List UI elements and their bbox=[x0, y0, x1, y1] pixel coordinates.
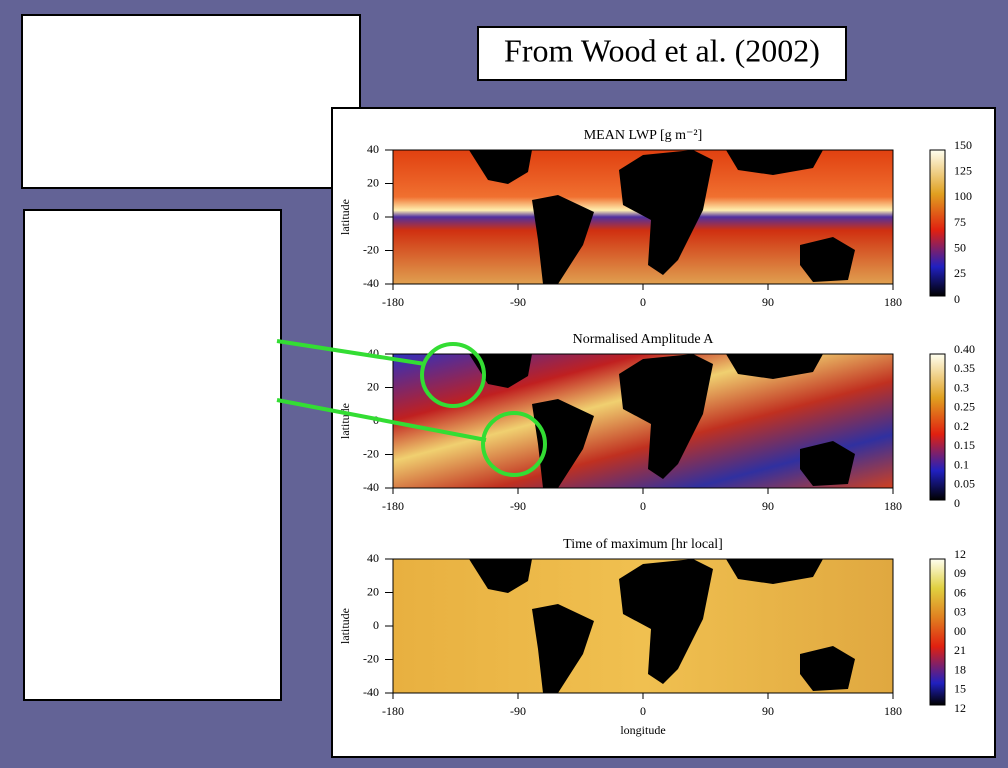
x-tick-label: -180 bbox=[382, 295, 404, 309]
colorbar bbox=[929, 353, 946, 501]
colorbar bbox=[929, 149, 946, 297]
colorbar-label: 0.40 bbox=[954, 342, 975, 356]
x-tick-label: 180 bbox=[884, 295, 902, 309]
x-tick-label: -90 bbox=[510, 704, 526, 718]
colorbar-label: 09 bbox=[954, 566, 966, 580]
x-tick-label: 180 bbox=[884, 704, 902, 718]
y-tick-label: 0 bbox=[373, 209, 379, 223]
colorbar-label: 75 bbox=[954, 215, 966, 229]
map-panel: Time of maximum [hr local] latitude 40 20 0 -… bbox=[338, 537, 966, 718]
y-tick-label: -40 bbox=[363, 480, 379, 494]
colorbar-label: 15 bbox=[954, 682, 966, 696]
highlights bbox=[276, 339, 547, 477]
y-tick-label: 40 bbox=[367, 142, 379, 156]
y-tick-label: -40 bbox=[363, 685, 379, 699]
text-box bbox=[21, 14, 361, 189]
colorbar bbox=[929, 558, 946, 706]
colorbar-label: 0.15 bbox=[954, 438, 975, 452]
x-axis-label: longitude bbox=[620, 723, 665, 737]
pointer-line bbox=[276, 398, 487, 442]
colorbar-label: 03 bbox=[954, 605, 966, 619]
pointer-line bbox=[276, 339, 426, 366]
colorbar-label: 0.25 bbox=[954, 400, 975, 414]
colorbar-label: 0.3 bbox=[954, 380, 969, 394]
x-tick-label: 90 bbox=[762, 295, 774, 309]
x-tick-label: 0 bbox=[640, 704, 646, 718]
y-axis-label: latitude bbox=[338, 199, 352, 235]
x-tick-label: -90 bbox=[510, 295, 526, 309]
colorbar-label: 06 bbox=[954, 585, 966, 599]
y-tick-label: 0 bbox=[373, 618, 379, 632]
text-box bbox=[23, 209, 282, 701]
y-tick-label: -20 bbox=[363, 446, 379, 460]
panel-title: MEAN LWP [g m⁻²] bbox=[584, 128, 703, 143]
map-panel: MEAN LWP [g m⁻²] latitude 40 20 0 -20 -40-180 -… bbox=[338, 128, 972, 309]
colorbar-label: 100 bbox=[954, 189, 972, 203]
citation: From Wood et al. (2002) bbox=[504, 32, 820, 68]
y-tick-label: 20 bbox=[367, 379, 379, 393]
y-tick-label: -40 bbox=[363, 276, 379, 290]
highlight-circle bbox=[420, 342, 486, 408]
colorbar-label: 0.05 bbox=[954, 477, 975, 491]
colorbar-label: 0.35 bbox=[954, 361, 975, 375]
x-tick-label: 90 bbox=[762, 704, 774, 718]
colorbar-label: 0.2 bbox=[954, 419, 969, 433]
y-tick-label: 20 bbox=[367, 584, 379, 598]
colorbar-label: 21 bbox=[954, 643, 966, 657]
colorbar-label: 12 bbox=[954, 547, 966, 561]
y-tick-label: -20 bbox=[363, 242, 379, 256]
colorbar-label: 150 bbox=[954, 138, 972, 152]
colorbar-label: 18 bbox=[954, 662, 966, 676]
y-tick-label: -20 bbox=[363, 651, 379, 665]
x-tick-label: 0 bbox=[640, 499, 646, 513]
x-tick-label: 180 bbox=[884, 499, 902, 513]
colorbar-label: 0.1 bbox=[954, 457, 969, 471]
y-tick-label: 20 bbox=[367, 175, 379, 189]
panels: MEAN LWP [g m⁻²]latitude40200-20-40-180-… bbox=[338, 128, 975, 718]
y-axis-label: latitude bbox=[338, 608, 352, 644]
panel-title: Normalised Amplitude A bbox=[573, 332, 715, 347]
colorbar-label: 00 bbox=[954, 624, 966, 638]
colorbar-label: 0 bbox=[954, 292, 960, 306]
colorbar-label: 12 bbox=[954, 701, 966, 715]
x-tick-label: -90 bbox=[510, 499, 526, 513]
y-axis-label: latitude bbox=[338, 403, 352, 439]
x-tick-label: -180 bbox=[382, 704, 404, 718]
colorbar-label: 0 bbox=[954, 496, 960, 510]
highlight-circle bbox=[481, 411, 547, 477]
x-tick-label: 0 bbox=[640, 295, 646, 309]
x-tick-label: -180 bbox=[382, 499, 404, 513]
citation-box bbox=[477, 26, 847, 81]
x-tick-label: 90 bbox=[762, 499, 774, 513]
colorbar-label: 25 bbox=[954, 266, 966, 280]
map-panel: Normalised Amplitude Alatitude40200-20-4… bbox=[338, 332, 975, 513]
panel-title: Time of maximum [hr local] bbox=[563, 537, 723, 552]
colorbar-label: 125 bbox=[954, 163, 972, 177]
y-tick-label: 40 bbox=[367, 551, 379, 565]
colorbar-label: 50 bbox=[954, 240, 966, 254]
